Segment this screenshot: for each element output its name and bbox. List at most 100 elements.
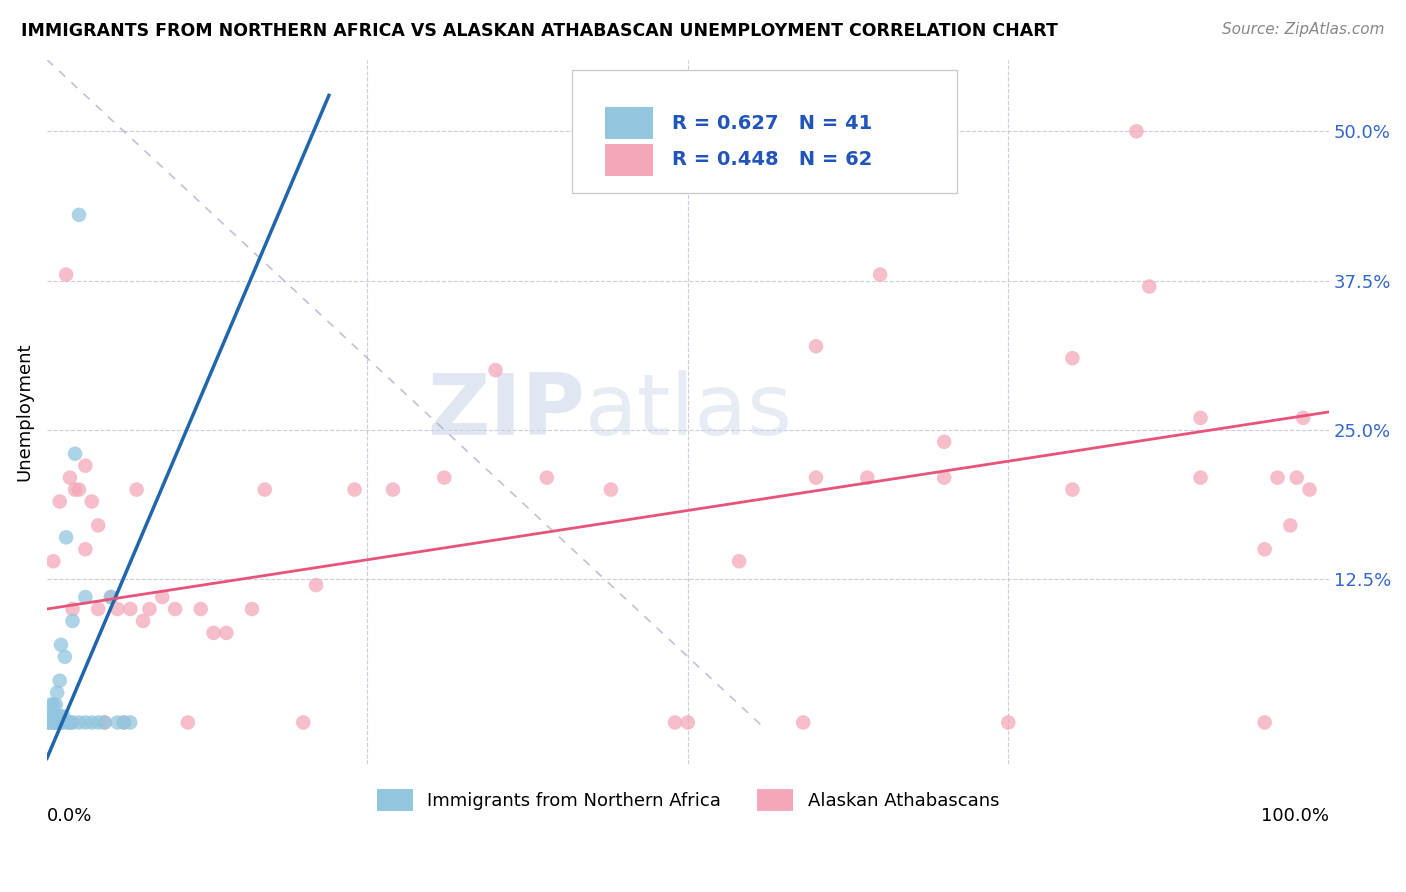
Point (1285, 470, 1308, 484)
Point (63, 447, 86, 461)
Point (804, 470, 827, 484)
Point (105, 715, 128, 730)
Text: 0.0%: 0.0% (46, 806, 93, 824)
Text: Source: ZipAtlas.com: Source: ZipAtlas.com (1222, 22, 1385, 37)
Point (62, 614, 84, 628)
Point (804, 339, 827, 353)
Point (202, 626, 225, 640)
Point (59, 470, 82, 484)
FancyBboxPatch shape (572, 70, 957, 194)
Point (997, 715, 1019, 730)
Point (869, 268, 891, 282)
Point (46, 715, 69, 730)
Point (55, 530, 77, 544)
Point (664, 715, 686, 730)
Point (93, 715, 115, 730)
Point (46, 685, 69, 699)
Text: R = 0.448   N = 62: R = 0.448 N = 62 (672, 150, 873, 169)
Point (1292, 411, 1315, 425)
Point (39, 698, 62, 712)
Point (484, 363, 506, 377)
Point (42, 698, 65, 712)
Legend: Immigrants from Northern Africa, Alaskan Athabascans: Immigrants from Northern Africa, Alaskan… (370, 782, 1007, 819)
Point (177, 715, 200, 730)
Point (41, 715, 63, 730)
Point (42, 554, 65, 568)
Point (62, 602, 84, 616)
Point (87, 715, 110, 730)
Point (190, 602, 212, 616)
FancyBboxPatch shape (605, 107, 654, 139)
Point (112, 715, 135, 730)
Point (45, 698, 67, 712)
Point (58, 715, 80, 730)
Point (1253, 542, 1275, 557)
Point (67, 208, 90, 222)
Point (120, 715, 142, 730)
Point (1279, 518, 1302, 533)
Text: ZIP: ZIP (427, 370, 585, 453)
Point (75, 715, 97, 730)
Point (112, 715, 135, 730)
Point (67, 715, 90, 730)
Point (55, 268, 77, 282)
Point (1189, 470, 1212, 484)
Point (63, 483, 86, 497)
Point (87, 518, 110, 533)
Point (1189, 411, 1212, 425)
Point (80, 715, 103, 730)
Point (676, 124, 699, 138)
Point (1137, 279, 1160, 293)
Point (75, 458, 97, 473)
Point (87, 602, 110, 616)
Point (93, 715, 115, 730)
Point (1125, 124, 1147, 138)
Point (1062, 351, 1084, 366)
Point (253, 483, 276, 497)
Point (75, 590, 97, 604)
Point (150, 590, 173, 604)
Point (48, 709, 70, 723)
Y-axis label: Unemployment: Unemployment (15, 343, 32, 481)
Point (44, 715, 66, 730)
Point (132, 614, 155, 628)
Point (49, 638, 72, 652)
Point (165, 602, 187, 616)
Point (292, 715, 315, 730)
Point (676, 715, 699, 730)
Point (215, 626, 238, 640)
Text: 100.0%: 100.0% (1261, 806, 1329, 824)
Point (934, 470, 956, 484)
Point (48, 673, 70, 688)
Point (59, 715, 82, 730)
Point (382, 483, 405, 497)
Point (100, 590, 122, 604)
Point (38, 709, 60, 723)
Point (1062, 483, 1084, 497)
Point (75, 542, 97, 557)
Point (728, 554, 751, 568)
Point (49, 709, 72, 723)
Point (48, 494, 70, 508)
Point (51, 715, 73, 730)
Point (100, 590, 122, 604)
Point (56, 715, 79, 730)
Point (343, 483, 366, 497)
FancyBboxPatch shape (605, 144, 654, 176)
Text: atlas: atlas (585, 370, 793, 453)
Point (856, 470, 879, 484)
Point (67, 483, 90, 497)
Point (240, 602, 263, 616)
Point (105, 602, 128, 616)
Point (45, 715, 67, 730)
Point (536, 470, 558, 484)
Point (1253, 715, 1275, 730)
Point (53, 649, 76, 664)
Point (38, 715, 60, 730)
Point (934, 434, 956, 449)
Point (120, 602, 142, 616)
Point (62, 715, 84, 730)
Point (42, 715, 65, 730)
Point (41, 709, 63, 723)
Point (48, 715, 70, 730)
